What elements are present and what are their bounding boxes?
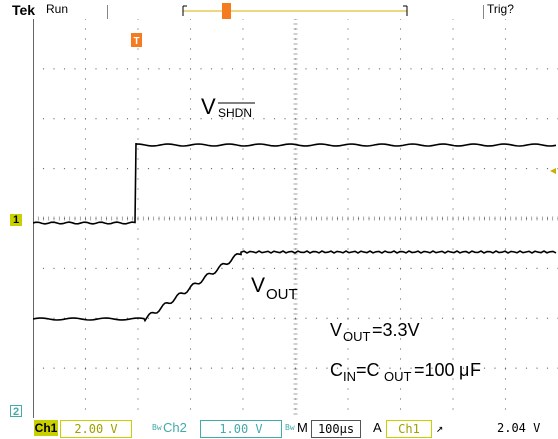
header-divider xyxy=(483,5,484,19)
svg-text:V: V xyxy=(251,274,265,297)
svg-text:V: V xyxy=(330,320,342,340)
svg-text:C: C xyxy=(330,360,343,380)
trigger-slope-icon[interactable]: ↗ xyxy=(436,421,444,435)
ch2-ground-marker[interactable]: 2 xyxy=(10,405,22,418)
vshdn-trace xyxy=(32,142,557,225)
bandwidth-limit-icon: Bw xyxy=(152,423,162,432)
ch1-label[interactable]: Ch1 xyxy=(34,420,58,436)
ch2-scale[interactable]: 1.00 V xyxy=(200,420,282,438)
record-position-indicator xyxy=(182,3,408,19)
svg-text:OUT: OUT xyxy=(266,286,298,303)
vout-trace xyxy=(32,250,557,323)
trigger-source[interactable]: Ch1 xyxy=(386,420,432,438)
trigger-level[interactable]: 2.04 V xyxy=(497,421,541,435)
scope-status-bar: Ch1 2.00 V Bw Ch2 1.00 V Bw M 100µs A Ch… xyxy=(0,419,558,439)
svg-text:SHDN: SHDN xyxy=(218,106,252,120)
svg-text:V: V xyxy=(201,94,216,119)
ch1-scale[interactable]: 2.00 V xyxy=(60,420,132,438)
ch1-ground-marker[interactable]: 1 xyxy=(10,214,22,226)
trigger-level-icon[interactable] xyxy=(550,168,556,174)
svg-text:=100: =100 xyxy=(414,360,455,380)
trigger-position-marker[interactable] xyxy=(222,3,231,19)
vshdn-label: V SHDN xyxy=(201,94,255,120)
spec-capacitance: C IN =C OUT =100 μ F xyxy=(330,360,481,384)
scope-header: Tek Run Trig? xyxy=(0,0,558,19)
svg-text:T: T xyxy=(133,36,139,47)
svg-text:OUT: OUT xyxy=(343,329,371,344)
svg-text:=C: =C xyxy=(356,360,380,380)
svg-text:μ: μ xyxy=(459,360,469,380)
bandwidth-limit-icon-2: Bw xyxy=(285,423,295,432)
trigger-point-icon[interactable]: T xyxy=(131,33,142,47)
svg-text:OUT: OUT xyxy=(384,369,412,384)
graticule-area: T V SHDN V OUT V OUT =3.3V C IN =C OUT =… xyxy=(32,18,558,418)
header-divider xyxy=(107,5,108,19)
acquisition-mode: A xyxy=(373,420,382,435)
vout-label: V OUT xyxy=(251,274,298,303)
graticule-grid xyxy=(32,18,558,415)
trigger-status: Trig? xyxy=(487,2,514,16)
ch2-label[interactable]: Ch2 xyxy=(163,420,187,435)
svg-text:F: F xyxy=(470,360,481,380)
spec-vout: V OUT =3.3V xyxy=(330,320,420,344)
svg-text:=3.3V: =3.3V xyxy=(372,320,420,340)
timebase-mode: M xyxy=(297,420,308,435)
timebase-setting[interactable]: 100µs xyxy=(311,420,361,438)
brand-logo: Tek xyxy=(12,2,36,18)
waveform-display: T V SHDN V OUT V OUT =3.3V C IN =C OUT =… xyxy=(32,18,558,418)
svg-text:IN: IN xyxy=(343,369,356,384)
run-state: Run xyxy=(46,2,69,16)
